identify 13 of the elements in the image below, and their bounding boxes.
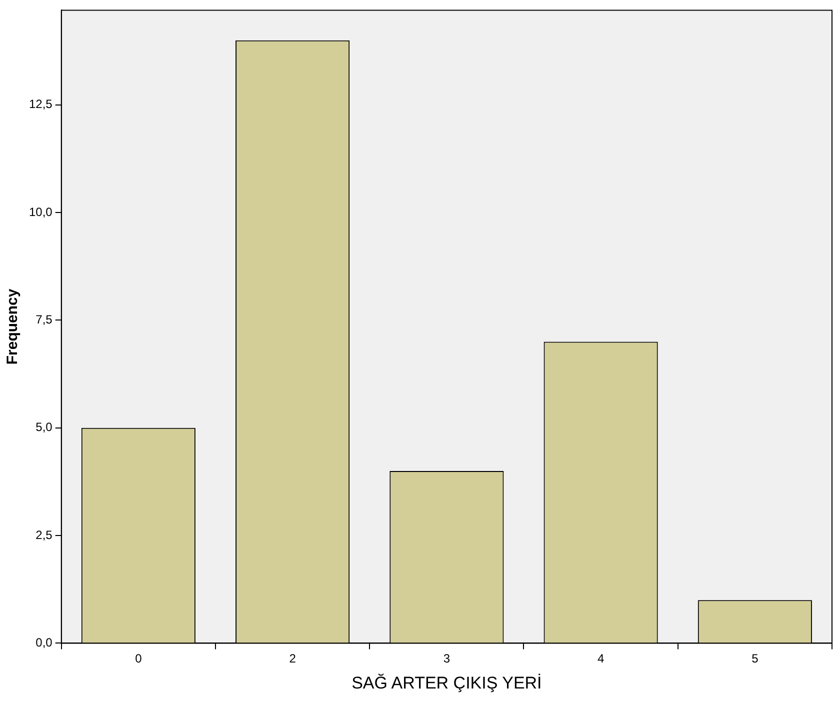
x-tick-label: 3 — [443, 652, 450, 666]
x-tick-label: 0 — [135, 652, 142, 666]
y-tick-label: 10,0 — [28, 204, 53, 219]
y-tick-label: 7,5 — [36, 312, 53, 327]
y-tick-label: 0,0 — [36, 636, 53, 650]
y-tick-label: 2,5 — [36, 528, 53, 542]
x-axis-title: SAĞ ARTER ÇIKIŞ YERİ — [352, 673, 542, 692]
x-tick-label: 2 — [289, 652, 296, 666]
x-tick-label: 4 — [597, 652, 604, 666]
y-axis-title: Frequency — [4, 288, 22, 365]
x-tick-label: 5 — [752, 652, 759, 666]
y-tick-label: 5,0 — [36, 420, 53, 434]
y-tick-label: 12,5 — [28, 97, 53, 112]
